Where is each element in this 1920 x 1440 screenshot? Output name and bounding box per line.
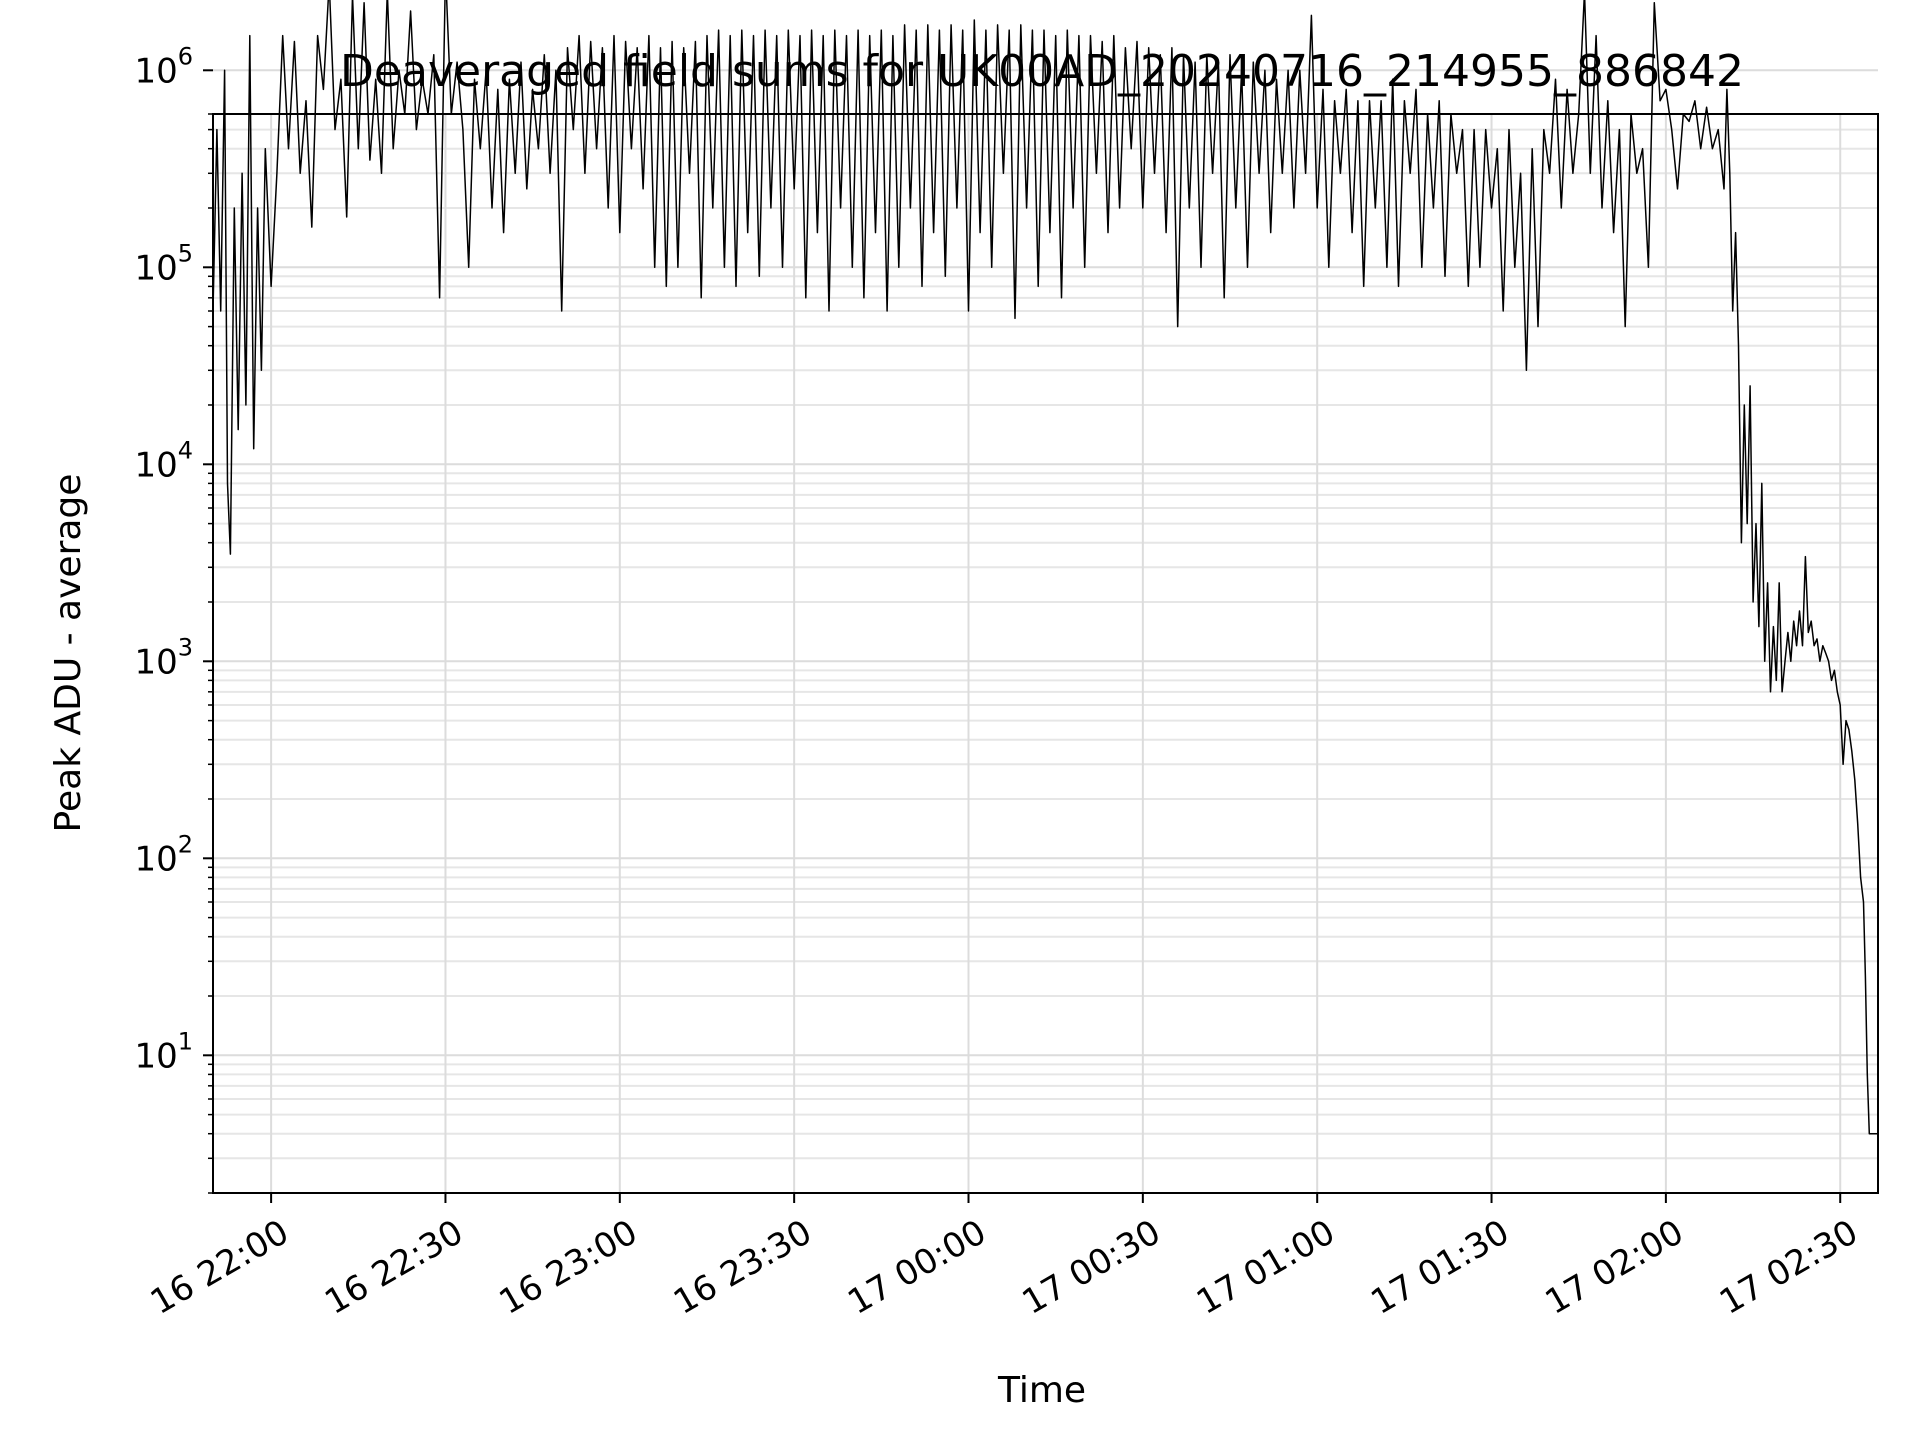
y-tick-label: 102 xyxy=(134,830,193,879)
y-axis-label: Peak ADU - average xyxy=(48,474,89,833)
series-line xyxy=(212,0,1878,1135)
y-tick-label: 106 xyxy=(134,42,193,91)
series-layer xyxy=(212,0,1878,1135)
plot-frame xyxy=(212,113,1879,1194)
grid xyxy=(213,69,1878,1194)
chart-title: Deaveraged field sums for UK00AD_2024071… xyxy=(340,46,1744,97)
y-tick-label: 105 xyxy=(134,239,193,288)
y-tick-label: 103 xyxy=(134,633,193,682)
y-tick-label: 104 xyxy=(134,436,193,485)
x-axis-label: Time xyxy=(997,1370,1086,1411)
y-tick-label: 101 xyxy=(134,1027,193,1076)
